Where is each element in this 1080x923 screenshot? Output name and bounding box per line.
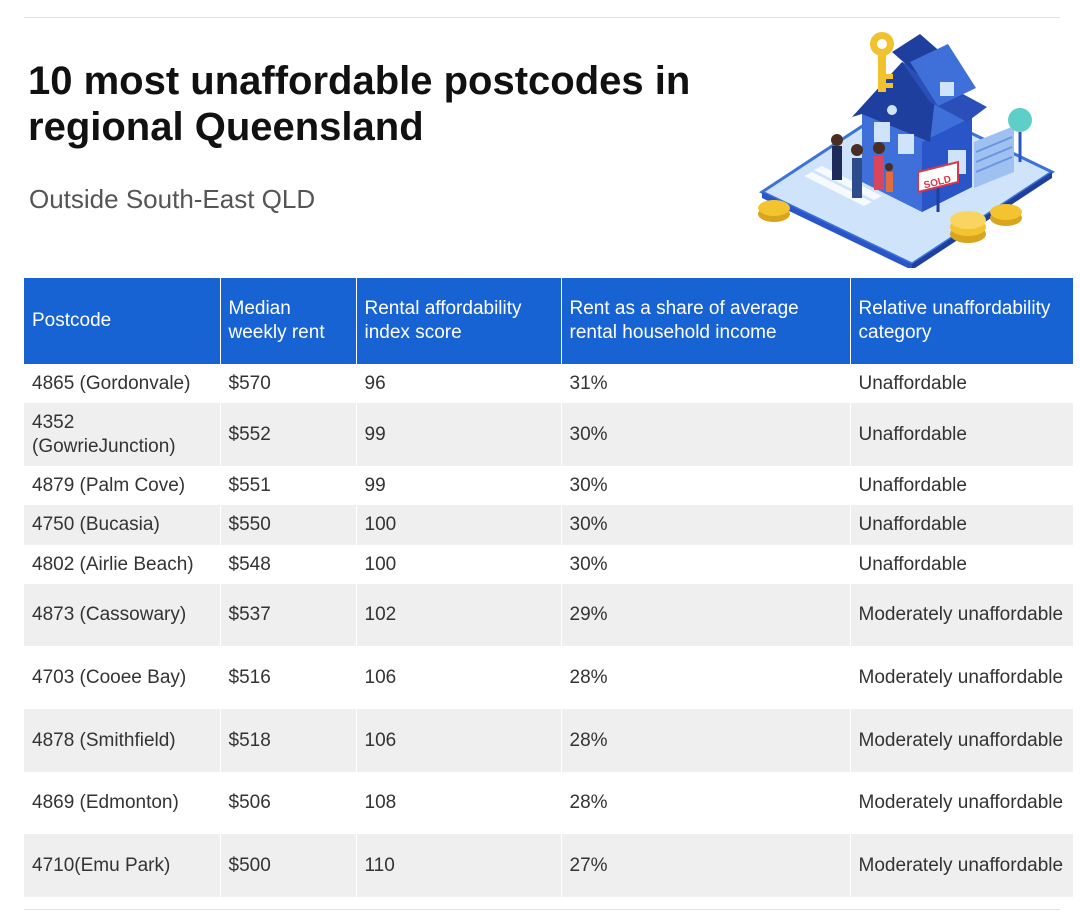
cell-category: Moderately unaffordable: [850, 834, 1073, 897]
cell-index-score: 108: [356, 772, 562, 834]
table-row: 4869 (Edmonton) $506 108 28% Moderately …: [24, 772, 1073, 834]
column-header-rent-share: Rent as a share of average rental househ…: [561, 278, 851, 364]
cell-rent-share: 30%: [561, 403, 851, 466]
cell-median-rent: $548: [220, 545, 357, 584]
cell-postcode: 4710(Emu Park): [24, 834, 221, 897]
cell-index-score: 106: [356, 709, 562, 772]
table-row: 4865 (Gordonvale) $570 96 31% Unaffordab…: [24, 364, 1073, 403]
cell-median-rent: $500: [220, 834, 357, 897]
page-subtitle: Outside South-East QLD: [29, 184, 316, 214]
cell-category: Unaffordable: [850, 403, 1073, 466]
cell-rent-share: 28%: [561, 646, 851, 709]
cell-postcode: 4802 (Airlie Beach): [24, 545, 221, 584]
table-row: 4879 (Palm Cove) $551 99 30% Unaffordabl…: [24, 466, 1073, 505]
table-header-row: Postcode Median weekly rent Rental affor…: [24, 278, 1073, 364]
house-sold-icon: SOLD: [758, 32, 1056, 268]
cell-rent-share: 29%: [561, 584, 851, 646]
cell-rent-share: 30%: [561, 466, 851, 505]
cell-category: Moderately unaffordable: [850, 584, 1073, 646]
cell-median-rent: $506: [220, 772, 357, 834]
cell-index-score: 102: [356, 584, 562, 646]
cell-postcode: 4878 (Smithfield): [24, 709, 221, 772]
cell-rent-share: 31%: [561, 364, 851, 403]
cell-rent-share: 28%: [561, 709, 851, 772]
cell-index-score: 106: [356, 646, 562, 709]
column-header-unaffordability-category: Relative unaffordability category: [850, 278, 1073, 364]
cell-median-rent: $551: [220, 466, 357, 505]
cell-category: Unaffordable: [850, 466, 1073, 505]
cell-index-score: 110: [356, 834, 562, 897]
table-row: 4873 (Cassowary) $537 102 29% Moderately…: [24, 584, 1073, 646]
cell-rent-share: 28%: [561, 772, 851, 834]
cell-postcode: 4352 (GowrieJunction): [24, 403, 221, 466]
top-divider: [24, 17, 1060, 18]
cell-rent-share: 27%: [561, 834, 851, 897]
cell-category: Moderately unaffordable: [850, 772, 1073, 834]
cell-median-rent: $570: [220, 364, 357, 403]
cell-median-rent: $518: [220, 709, 357, 772]
table-row: 4802 (Airlie Beach) $548 100 30% Unaffor…: [24, 545, 1073, 584]
cell-median-rent: $552: [220, 403, 357, 466]
cell-postcode: 4873 (Cassowary): [24, 584, 221, 646]
table-row: 4703 (Cooee Bay) $516 106 28% Moderately…: [24, 646, 1073, 709]
cell-category: Moderately unaffordable: [850, 646, 1073, 709]
column-header-median-weekly-rent: Median weekly rent: [220, 278, 357, 364]
page-title: 10 most unaffordable postcodes in region…: [28, 59, 691, 149]
cell-index-score: 99: [356, 403, 562, 466]
table-row: 4878 (Smithfield) $518 106 28% Moderatel…: [24, 709, 1073, 772]
table-row: 4750 (Bucasia) $550 100 30% Unaffordable: [24, 505, 1073, 545]
cell-index-score: 100: [356, 545, 562, 584]
cell-rent-share: 30%: [561, 505, 851, 545]
cell-postcode: 4869 (Edmonton): [24, 772, 221, 834]
bottom-divider: [24, 909, 1060, 910]
cell-postcode: 4750 (Bucasia): [24, 505, 221, 545]
column-header-postcode: Postcode: [24, 278, 221, 364]
cell-median-rent: $516: [220, 646, 357, 709]
cell-median-rent: $537: [220, 584, 357, 646]
cell-rent-share: 30%: [561, 545, 851, 584]
cell-category: Unaffordable: [850, 364, 1073, 403]
cell-category: Unaffordable: [850, 545, 1073, 584]
rent-affordability-table: Postcode Median weekly rent Rental affor…: [24, 278, 1073, 897]
cell-index-score: 100: [356, 505, 562, 545]
cell-index-score: 99: [356, 466, 562, 505]
column-header-affordability-index: Rental affordability index score: [356, 278, 562, 364]
cell-postcode: 4879 (Palm Cove): [24, 466, 221, 505]
table-row: 4710(Emu Park) $500 110 27% Moderately u…: [24, 834, 1073, 897]
cell-category: Moderately unaffordable: [850, 709, 1073, 772]
cell-postcode: 4703 (Cooee Bay): [24, 646, 221, 709]
cell-median-rent: $550: [220, 505, 357, 545]
table-row: 4352 (GowrieJunction) $552 99 30% Unaffo…: [24, 403, 1073, 466]
cell-postcode: 4865 (Gordonvale): [24, 364, 221, 403]
cell-category: Unaffordable: [850, 505, 1073, 545]
cell-index-score: 96: [356, 364, 562, 403]
